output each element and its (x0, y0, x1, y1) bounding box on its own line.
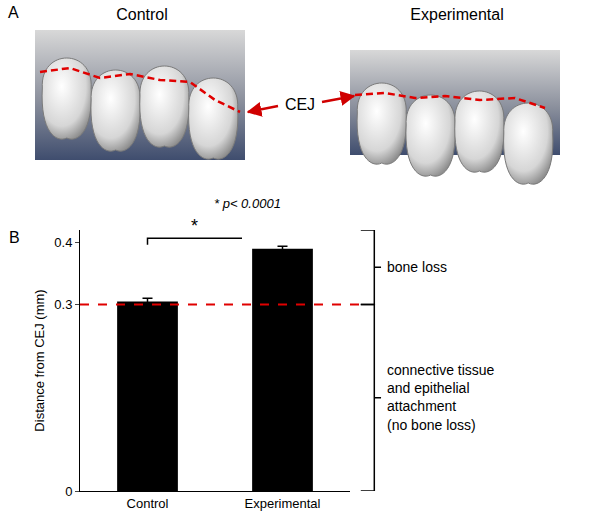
svg-text:0.3: 0.3 (54, 297, 72, 312)
svg-text:Control: Control (127, 496, 169, 511)
svg-text:Control: Control (116, 6, 168, 23)
svg-text:*: * (191, 216, 198, 236)
svg-text:Experimental: Experimental (410, 6, 503, 23)
svg-text:0.4: 0.4 (54, 235, 72, 250)
svg-text:connective tissueand epithelia: connective tissueand epithelialattachmen… (387, 362, 495, 433)
svg-text:Experimental: Experimental (245, 496, 321, 511)
svg-text:bone loss: bone loss (387, 259, 447, 275)
svg-text:A: A (8, 4, 19, 21)
svg-text:0: 0 (65, 484, 72, 499)
svg-text:CEJ: CEJ (285, 96, 315, 113)
svg-text:Distance from CEJ (mm): Distance from CEJ (mm) (32, 289, 47, 431)
svg-text:* p< 0.0001: * p< 0.0001 (214, 196, 281, 211)
svg-text:B: B (9, 229, 20, 246)
